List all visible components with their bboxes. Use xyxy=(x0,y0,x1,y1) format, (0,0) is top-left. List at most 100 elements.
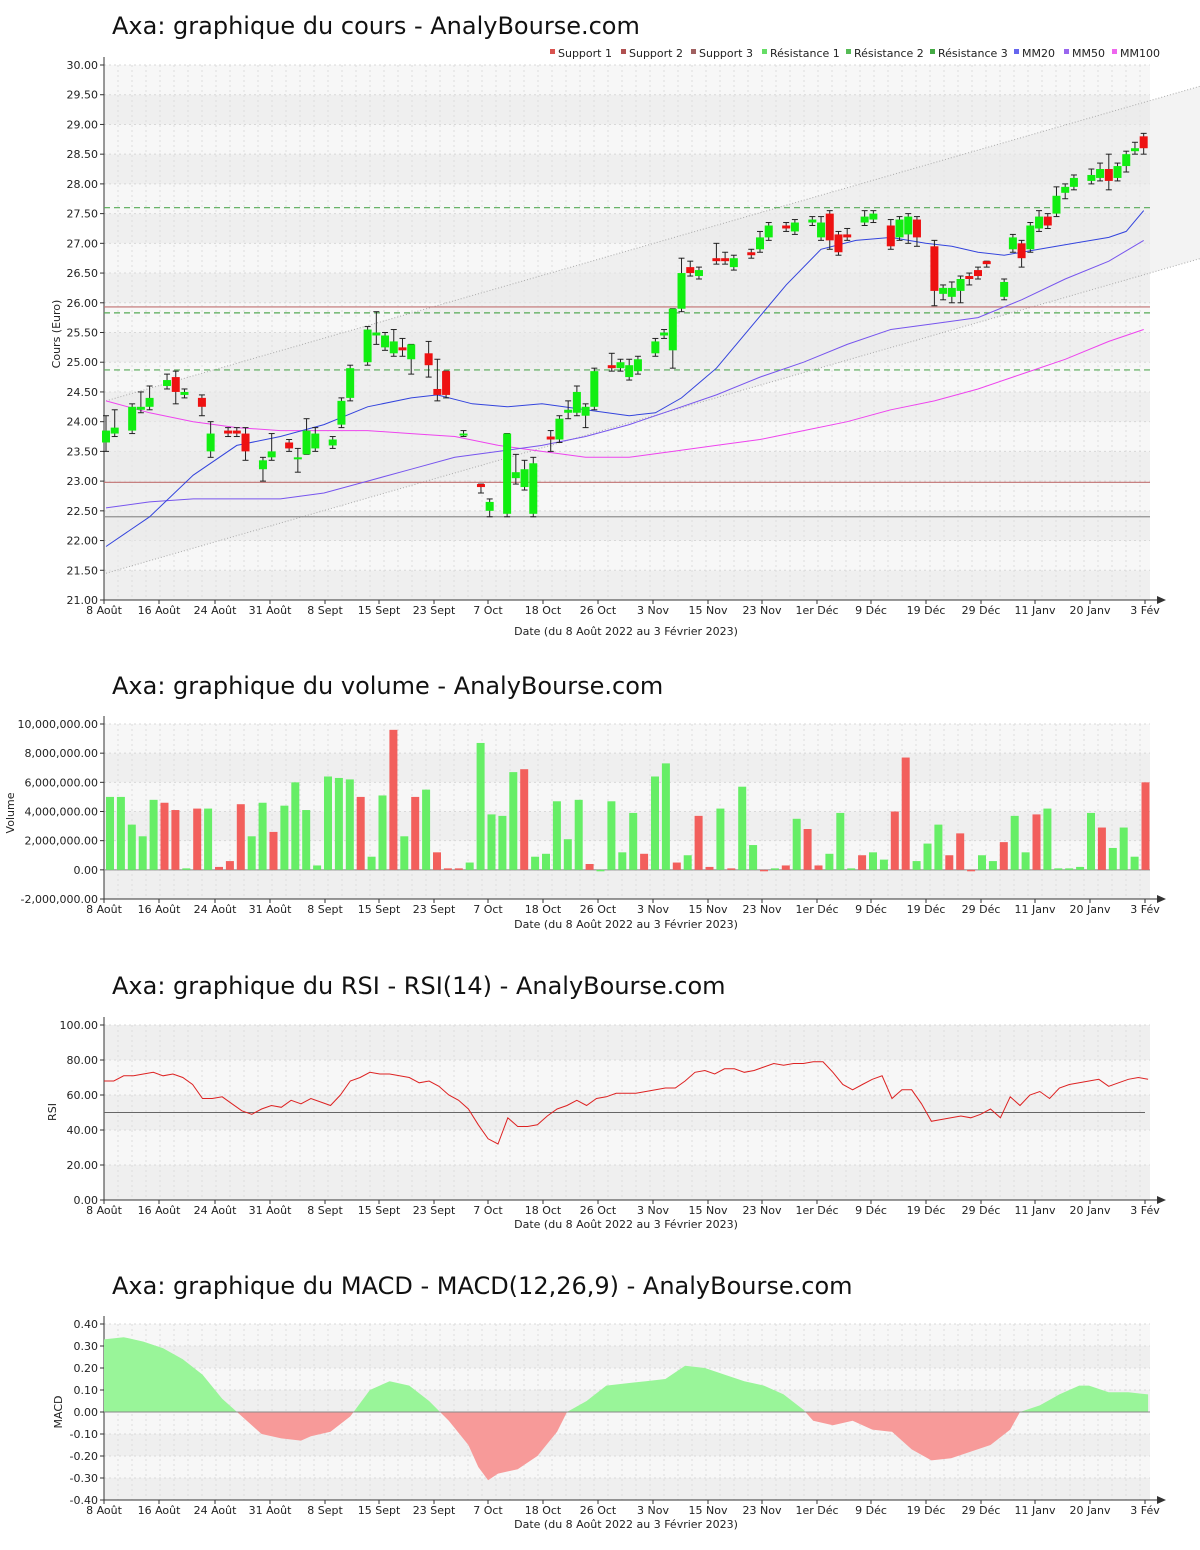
volume-bar xyxy=(334,777,343,870)
volume-bar xyxy=(509,772,518,870)
volume-xtick-label: 1er Déc xyxy=(795,903,838,916)
rsi-xtick-label: 8 Sept xyxy=(307,1204,343,1217)
price-candle-body xyxy=(1139,136,1148,149)
macd-xtick-label: 24 Août xyxy=(194,1504,238,1517)
macd-ytick-label: 0.30 xyxy=(74,1340,99,1353)
price-ytick-label: 29.00 xyxy=(67,118,99,131)
volume-bar xyxy=(324,776,332,870)
volume-chart: Axa: graphique du volume - AnalyBourse.c… xyxy=(4,672,1166,931)
macd-xtick-label: 8 Août xyxy=(86,1504,123,1517)
price-xtick-label: 26 Oct xyxy=(580,604,617,617)
legend-swatch xyxy=(930,49,935,54)
volume-bar xyxy=(182,868,191,870)
price-candle-body xyxy=(825,213,834,241)
price-candle-body xyxy=(1104,169,1113,181)
volume-bar xyxy=(1130,856,1139,870)
rsi-ytick-label: 40.00 xyxy=(67,1124,99,1137)
volume-bar xyxy=(378,795,387,870)
macd-xtick-label: 9 Déc xyxy=(855,1504,887,1517)
macd-chart-xlabel: Date (du 8 Août 2022 au 3 Février 2023) xyxy=(514,1518,738,1531)
price-candle-body xyxy=(1087,174,1096,181)
volume-bar xyxy=(629,812,638,870)
price-xtick-label: 11 Janv xyxy=(1015,604,1056,617)
macd-ytick-label: 0.00 xyxy=(74,1406,99,1419)
price-band xyxy=(104,65,1150,95)
macd-xtick-label: 23 Sept xyxy=(413,1504,456,1517)
price-mm100-line xyxy=(105,329,1144,458)
macd-xtick-label: 1er Déc xyxy=(795,1504,838,1517)
volume-xaxis-arrow xyxy=(1157,895,1166,903)
price-candle-body xyxy=(128,406,137,431)
price-ytick-label: 28.50 xyxy=(67,148,99,161)
price-candle-body xyxy=(625,365,634,378)
price-candle-body xyxy=(1052,195,1061,214)
rsi-xtick-label: 23 Sept xyxy=(413,1204,456,1217)
price-candle-body xyxy=(224,430,233,434)
rsi-xtick-label: 29 Déc xyxy=(962,1204,1001,1217)
volume-bar xyxy=(106,796,114,870)
price-candle-body xyxy=(1130,148,1139,152)
volume-bar xyxy=(454,868,463,870)
volume-bar xyxy=(236,804,245,870)
price-candle-body xyxy=(1017,243,1026,259)
macd-band xyxy=(104,1456,1150,1478)
macd-chart-title: Axa: graphique du MACD - MACD(12,26,9) -… xyxy=(112,1272,853,1300)
price-candle-body xyxy=(163,380,172,386)
volume-bar xyxy=(847,868,856,870)
macd-xtick-label: 15 Nov xyxy=(689,1504,728,1517)
price-candle-body xyxy=(895,219,904,238)
rsi-xtick-label: 3 Nov xyxy=(637,1204,669,1217)
macd-xtick-label: 3 Nov xyxy=(637,1504,669,1517)
volume-bar xyxy=(443,868,452,870)
legend-swatch xyxy=(1014,49,1019,54)
price-candle-body xyxy=(668,308,677,351)
volume-bar xyxy=(1141,782,1150,870)
price-candle-body xyxy=(293,457,302,460)
price-candle-body xyxy=(930,246,939,291)
price-xtick-label: 23 Nov xyxy=(743,604,782,617)
price-candle-body xyxy=(485,501,494,511)
volume-bar xyxy=(542,853,550,870)
macd-xtick-label: 31 Août xyxy=(249,1504,293,1517)
price-candle-body xyxy=(564,409,573,413)
price-candle-body xyxy=(442,371,451,395)
rsi-chart-ylabel: RSI xyxy=(46,1103,59,1121)
legend-label: MM50 xyxy=(1072,47,1105,60)
price-candle-body xyxy=(817,222,826,238)
volume-bar xyxy=(215,866,223,870)
volume-bar xyxy=(291,782,300,870)
macd-ytick-label: 0.40 xyxy=(74,1318,99,1331)
price-candle-body xyxy=(660,332,669,336)
volume-xtick-label: 26 Oct xyxy=(580,903,617,916)
legend-label: Résistance 1 xyxy=(770,47,840,60)
rsi-band xyxy=(104,1130,1150,1165)
volume-bar xyxy=(356,796,365,870)
rsi-xtick-label: 8 Août xyxy=(86,1204,123,1217)
legend-label: Support 1 xyxy=(558,47,612,60)
volume-bar xyxy=(127,824,136,870)
volume-bar xyxy=(869,852,877,870)
volume-chart-xlabel: Date (du 8 Août 2022 au 3 Février 2023) xyxy=(514,918,738,931)
price-candle-body xyxy=(904,216,913,235)
price-candle-body xyxy=(302,430,311,455)
volume-ytick-label: 10,000,000.00 xyxy=(18,718,98,731)
price-candle-body xyxy=(1000,281,1009,297)
volume-ytick-label: 4,000,000.00 xyxy=(25,806,98,819)
price-candle-body xyxy=(459,433,468,436)
volume-band xyxy=(104,811,1150,841)
price-xtick-label: 16 Août xyxy=(138,604,182,617)
price-xtick-label: 24 Août xyxy=(194,604,238,617)
volume-xtick-label: 23 Nov xyxy=(743,903,782,916)
volume-bar xyxy=(1076,866,1085,870)
price-candle-body xyxy=(398,347,407,351)
price-candle-body xyxy=(555,418,564,440)
price-candle-body xyxy=(433,388,442,395)
volume-chart-title: Axa: graphique du volume - AnalyBourse.c… xyxy=(112,672,663,700)
price-xtick-label: 19 Déc xyxy=(907,604,946,617)
price-candle-body xyxy=(616,362,625,369)
price-candle-body xyxy=(381,335,390,348)
volume-bar xyxy=(1097,827,1106,870)
volume-xtick-label: 3 Fév xyxy=(1130,903,1160,916)
macd-xtick-label: 11 Janv xyxy=(1015,1504,1056,1517)
